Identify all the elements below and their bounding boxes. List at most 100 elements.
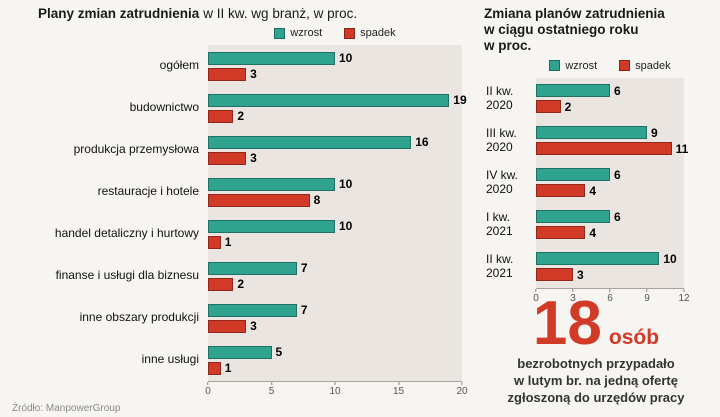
bar-value: 1 <box>224 235 232 250</box>
bar-spadek <box>208 193 310 207</box>
stat-headline: 18 osób <box>480 293 712 355</box>
category-label: budownictwo <box>129 100 199 115</box>
bar-track: 3 <box>208 151 462 165</box>
bar-value: 6 <box>614 167 621 182</box>
category-label: finanse i usługi dla biznesu <box>55 268 199 283</box>
bar-value: 10 <box>339 177 353 192</box>
axis-tick: 6 <box>607 288 613 304</box>
chart-employment-plans-change: Zmiana planów zatrudnienia w ciągu ostat… <box>484 6 690 307</box>
bar-track: 6 <box>536 84 684 98</box>
legend-label: spadek <box>360 27 396 40</box>
bar-track: 2 <box>536 100 684 114</box>
legend: wzrost spadek <box>208 27 462 39</box>
bar-spadek <box>536 184 586 198</box>
category-label: I kw. 2021 <box>486 209 513 238</box>
legend-item-wzrost: wzrost <box>274 27 322 39</box>
tick-mark <box>609 288 611 292</box>
bar-group: I kw. 2021 6 4 <box>484 204 684 246</box>
bar-value: 11 <box>675 141 689 156</box>
bar-track: 4 <box>536 184 684 198</box>
bar-value: 1 <box>224 361 232 376</box>
bar-track: 10 <box>208 51 462 65</box>
bar-wzrost <box>208 219 335 233</box>
legend-label: wzrost <box>565 59 598 72</box>
x-axis: 0 5 10 15 20 <box>205 381 468 400</box>
legend-label: spadek <box>635 59 671 72</box>
tick-mark <box>334 382 336 386</box>
tick-label: 0 <box>533 292 539 304</box>
bar-pair: 16 3 <box>208 135 462 165</box>
bar-wzrost <box>536 126 647 140</box>
bar-spadek <box>536 142 672 156</box>
legend-item-spadek: spadek <box>344 27 396 40</box>
bar-group: inne usługi 5 1 <box>10 339 462 381</box>
bar-track: 7 <box>208 261 462 275</box>
tick-label: 12 <box>678 292 690 304</box>
bar-spadek <box>208 235 221 249</box>
tick-mark <box>646 288 648 292</box>
bar-pair: 9 11 <box>536 126 688 156</box>
unemployment-stat: 18 osób bezrobotnych przypadało w lutym … <box>480 293 712 406</box>
bar-spadek <box>208 151 247 165</box>
bar-track: 2 <box>208 109 462 124</box>
category-label: handel detaliczny i hurtowy <box>54 226 199 241</box>
legend-item-wzrost: wzrost <box>549 60 597 72</box>
chart-title: Plany zmian zatrudnienia w II kw. wg bran… <box>38 6 462 22</box>
bar-track: 19 <box>208 93 467 107</box>
bar-group: restauracje i hotele 10 8 <box>10 171 462 213</box>
bar-value: 16 <box>415 135 429 150</box>
bar-track: 3 <box>536 268 684 282</box>
bar-group: ogółem 10 3 <box>10 45 462 87</box>
bar-track: 6 <box>536 167 684 182</box>
bar-group: II kw. 2020 6 2 <box>484 78 684 120</box>
category-label: III kw. 2020 <box>486 125 517 154</box>
bar-wzrost <box>536 252 660 266</box>
tick-mark <box>535 288 537 292</box>
axis-tick: 3 <box>570 288 576 304</box>
tick-label: 5 <box>268 386 275 398</box>
category-label: inne usługi <box>141 352 199 367</box>
bar-wzrost <box>536 168 610 182</box>
bar-value: 3 <box>250 67 257 82</box>
bar-value: 7 <box>300 303 308 318</box>
legend: wzrost spadek <box>536 60 684 72</box>
bar-value: 5 <box>275 345 283 360</box>
bar-wzrost <box>208 135 412 149</box>
bar-value: 10 <box>339 219 353 234</box>
bar-value: 19 <box>453 93 467 108</box>
bar-pair: 10 3 <box>208 51 462 82</box>
bar-value: 8 <box>313 193 321 208</box>
bar-group: handel detaliczny i hurtowy 10 1 <box>10 213 462 255</box>
bar-wzrost <box>208 177 335 191</box>
chart-body: II kw. 2020 6 2 III kw. 2020 9 11 IV kw. 2020 6… <box>484 77 688 288</box>
bar-value: 2 <box>237 109 245 124</box>
x-axis: 0 3 6 9 12 <box>533 287 690 307</box>
wzrost-swatch-icon <box>549 60 561 72</box>
stat-unit: osób <box>608 326 660 349</box>
plot-area: ogółem 10 3 budownictwo 19 2 produkcja przemys… <box>10 45 468 400</box>
legend-item-spadek: spadek <box>619 59 671 72</box>
axis-tick: 20 <box>456 382 468 398</box>
axis-tick: 5 <box>268 382 275 398</box>
bar-value: 4 <box>589 225 597 240</box>
bar-wzrost <box>208 93 450 107</box>
bar-wzrost <box>208 261 297 275</box>
bar-track: 9 <box>536 126 684 140</box>
tick-label: 6 <box>607 292 613 304</box>
bar-track: 6 <box>536 210 684 224</box>
bar-track: 3 <box>208 67 462 82</box>
bar-spadek <box>536 226 586 240</box>
bar-value: 3 <box>250 319 257 334</box>
bar-value: 2 <box>237 277 245 292</box>
bar-pair: 19 2 <box>208 93 467 124</box>
bar-group: II kw. 2021 10 3 <box>484 246 684 288</box>
category-label: IV kw. 2020 <box>486 167 519 196</box>
tick-label: 9 <box>644 292 650 304</box>
bar-value: 10 <box>663 251 677 266</box>
tick-mark <box>572 288 574 292</box>
tick-label: 20 <box>456 386 468 398</box>
axis-tick: 0 <box>533 288 539 304</box>
